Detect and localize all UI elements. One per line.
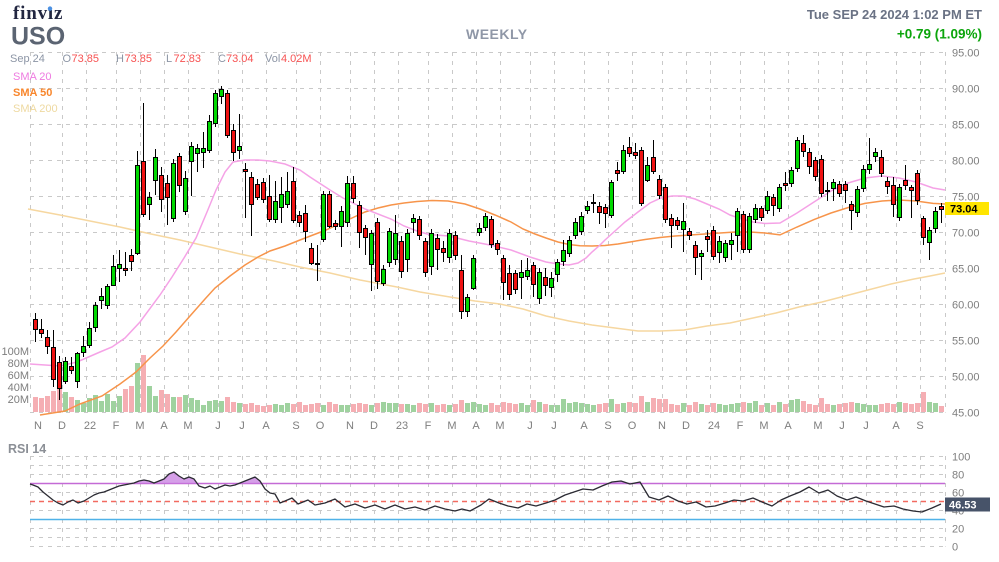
svg-text:S: S <box>604 420 611 432</box>
svg-text:S: S <box>916 420 923 432</box>
svg-text:L: L <box>166 53 172 65</box>
svg-text:M: M <box>813 420 822 432</box>
svg-text:0: 0 <box>952 541 958 553</box>
svg-text:73.04: 73.04 <box>950 204 978 216</box>
svg-text:N: N <box>346 420 354 432</box>
svg-text:J: J <box>527 420 533 432</box>
svg-text:73.85: 73.85 <box>72 53 100 65</box>
svg-text:J: J <box>239 420 245 432</box>
svg-text:A: A <box>892 420 900 432</box>
svg-text:M: M <box>495 420 504 432</box>
svg-text:65.00: 65.00 <box>952 263 980 275</box>
svg-text:D: D <box>682 420 690 432</box>
svg-text:55.00: 55.00 <box>952 335 980 347</box>
svg-text:40M: 40M <box>8 382 29 394</box>
svg-text:WEEKLY: WEEKLY <box>466 26 528 42</box>
svg-text:80.00: 80.00 <box>952 155 980 167</box>
svg-text:SMA 200: SMA 200 <box>13 103 58 115</box>
svg-text:D: D <box>58 420 66 432</box>
svg-text:O: O <box>628 420 637 432</box>
svg-text:N: N <box>658 420 666 432</box>
svg-text:73.85: 73.85 <box>125 53 153 65</box>
svg-text:O: O <box>316 420 325 432</box>
svg-text:80: 80 <box>952 469 964 481</box>
svg-text:73.04: 73.04 <box>226 53 254 65</box>
svg-text:C: C <box>218 53 226 65</box>
svg-text:Sep 24: Sep 24 <box>10 53 45 65</box>
svg-text:22: 22 <box>84 420 96 432</box>
svg-text:60.00: 60.00 <box>952 299 980 311</box>
svg-text:24: 24 <box>708 420 720 432</box>
svg-text:20M: 20M <box>8 394 29 406</box>
svg-text:RSI 14: RSI 14 <box>8 442 46 456</box>
svg-text:Vol: Vol <box>265 53 280 65</box>
svg-text:A: A <box>472 420 480 432</box>
svg-text:SMA 20: SMA 20 <box>13 71 52 83</box>
svg-text:90.00: 90.00 <box>952 83 980 95</box>
svg-text:M: M <box>447 420 456 432</box>
svg-text:H: H <box>116 53 124 65</box>
svg-text:85.00: 85.00 <box>952 119 980 131</box>
svg-text:75.00: 75.00 <box>952 191 980 203</box>
svg-text:F: F <box>737 420 744 432</box>
svg-text:100M: 100M <box>1 346 29 358</box>
svg-text:S: S <box>292 420 299 432</box>
svg-text:60M: 60M <box>8 370 29 382</box>
svg-text:20: 20 <box>952 523 964 535</box>
svg-text:A: A <box>580 420 588 432</box>
svg-text:95.00: 95.00 <box>952 47 980 59</box>
svg-text:46.53: 46.53 <box>949 500 977 512</box>
svg-text:A: A <box>784 420 792 432</box>
svg-text:finvız: finvız <box>13 3 63 24</box>
svg-text:100: 100 <box>952 451 970 463</box>
svg-text:80M: 80M <box>8 358 29 370</box>
svg-text:23: 23 <box>396 420 408 432</box>
svg-text:+0.79 (1.09%): +0.79 (1.09%) <box>897 27 982 42</box>
svg-text:SMA 50: SMA 50 <box>13 87 52 99</box>
svg-text:J: J <box>863 420 869 432</box>
svg-text:60: 60 <box>952 487 964 499</box>
svg-text:D: D <box>370 420 378 432</box>
svg-text:F: F <box>113 420 120 432</box>
svg-text:J: J <box>839 420 845 432</box>
svg-text:M: M <box>759 420 768 432</box>
svg-text:Tue SEP 24 2024 1:02 PM ET: Tue SEP 24 2024 1:02 PM ET <box>807 7 982 22</box>
svg-text:50.00: 50.00 <box>952 371 980 383</box>
svg-text:72.83: 72.83 <box>174 53 202 65</box>
svg-text:M: M <box>183 420 192 432</box>
svg-text:O: O <box>63 53 72 65</box>
svg-text:N: N <box>34 420 42 432</box>
svg-text:A: A <box>262 420 270 432</box>
svg-text:45.00: 45.00 <box>952 407 980 419</box>
svg-text:4.02M: 4.02M <box>281 53 312 65</box>
svg-text:M: M <box>135 420 144 432</box>
svg-text:USO: USO <box>11 23 65 51</box>
svg-text:F: F <box>425 420 432 432</box>
svg-text:J: J <box>215 420 221 432</box>
svg-text:70.00: 70.00 <box>952 227 980 239</box>
svg-text:A: A <box>160 420 168 432</box>
svg-text:J: J <box>551 420 557 432</box>
